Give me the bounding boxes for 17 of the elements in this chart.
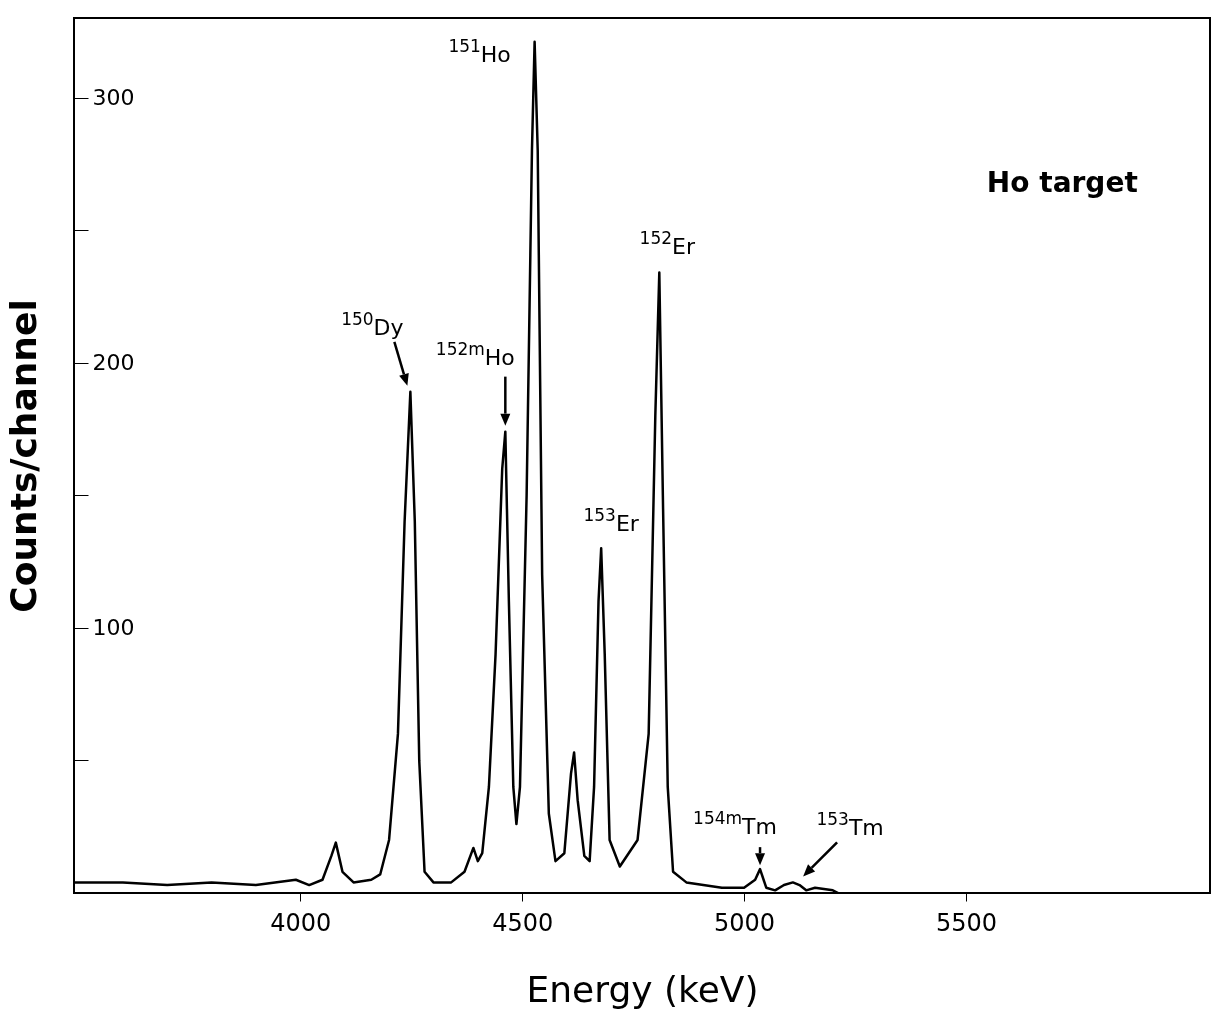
annotation: $^{150}$Dy [341,308,404,340]
annotation: $^{152m}$Ho [435,338,515,370]
y-tick-label: 100 [92,615,135,641]
annotation: $^{151}$Ho [448,35,511,67]
annotation: $^{153}$Tm [816,809,884,841]
annotation: Ho target [986,166,1138,200]
x-tick-label: 5500 [935,908,997,937]
x-tick-label: 5000 [714,908,776,937]
y-tick-label: 300 [92,85,135,111]
annotation: $^{152}$Er [639,227,696,259]
y-axis-title: Counts/channel [3,299,44,613]
annotation: $^{154m}$Tm [693,808,777,840]
x-tick-label: 4000 [270,908,332,937]
x-axis-title: Energy (keV) [526,968,759,1010]
x-tick-label: 4500 [492,908,554,937]
y-tick-label: 200 [92,350,135,376]
annotation: $^{153}$Er [583,505,640,537]
